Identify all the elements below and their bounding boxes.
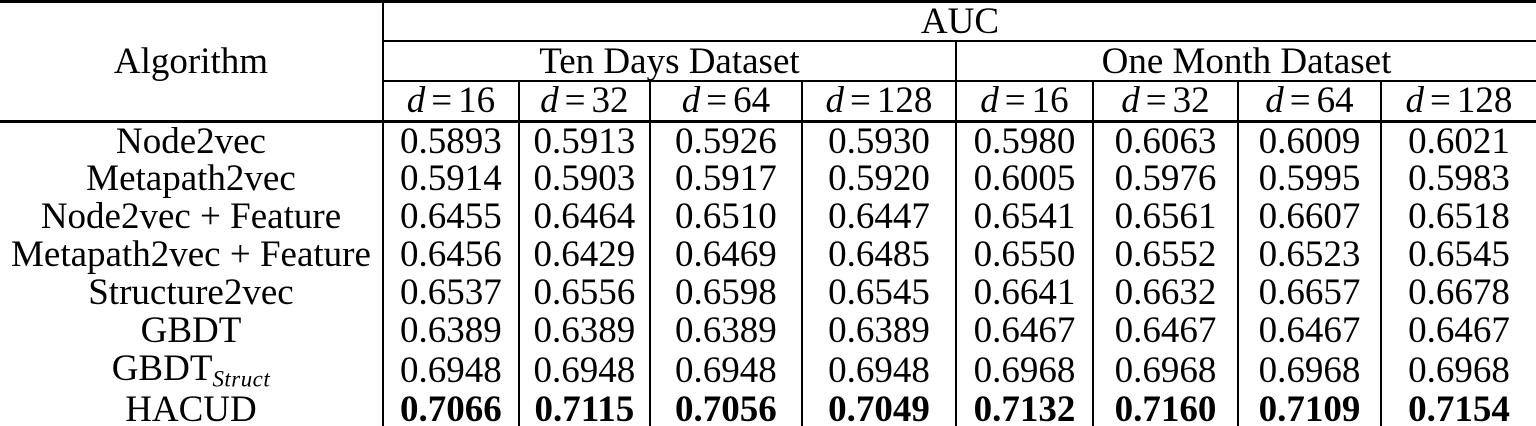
value-cell: 0.5980 — [954, 121, 1093, 160]
value-cell: 0.5926 — [648, 121, 802, 160]
value-cell: 0.6389 — [648, 311, 802, 350]
header-row-dimensions: d = 16 d = 32 d = 64 d = 128 d = 16 d = 32 d = 64 d = 12… — [0, 81, 1536, 123]
table-row-hacud: HACUD 0.7066 0.7115 0.7056 0.7049 0.7132… — [0, 388, 1536, 426]
value-cell: 0.5914 — [381, 159, 519, 198]
value-cell: 0.6968 — [1091, 349, 1238, 391]
algorithm-column-header: Algorithm — [0, 1, 383, 123]
value-cell: 0.6467 — [1236, 311, 1381, 350]
algorithm-cell: HACUD — [125, 388, 257, 426]
value-cell: 0.7056 — [648, 390, 802, 426]
value-cell: 0.6632 — [1091, 273, 1238, 312]
algorithm-cell: GBDT — [140, 310, 242, 351]
value-cell: 0.6948 — [800, 349, 956, 391]
value-cell: 0.7154 — [1379, 390, 1536, 426]
value-cell: 0.7049 — [800, 390, 956, 426]
dim-header-d128: d = 128 — [1379, 81, 1536, 123]
value-cell: 0.6485 — [800, 235, 956, 274]
dim-header-d128: d = 128 — [800, 81, 956, 123]
value-cell: 0.6523 — [1236, 235, 1381, 274]
value-cell: 0.6467 — [1379, 311, 1536, 350]
value-cell: 0.5995 — [1236, 159, 1381, 198]
value-cell: 0.6598 — [648, 273, 802, 312]
algorithm-cell: Metapath2vec — [86, 158, 296, 199]
header-row-datasets: Ten Days Dataset One Month Dataset — [0, 41, 1536, 82]
dataset-header-ten-days: Ten Days Dataset — [381, 41, 956, 82]
value-cell: 0.6455 — [381, 197, 519, 236]
table-row-node2vec: Node2vec 0.5893 0.5913 0.5926 0.5930 0.5… — [0, 121, 1536, 160]
auc-header: AUC — [381, 1, 1536, 42]
dim-header-d32: d = 32 — [517, 81, 650, 123]
algorithm-cell: GBDTStruct — [111, 347, 271, 391]
value-cell: 0.6968 — [1236, 349, 1381, 391]
value-cell: 0.6541 — [954, 197, 1093, 236]
value-cell: 0.6510 — [648, 197, 802, 236]
value-cell: 0.7066 — [381, 390, 519, 426]
value-cell: 0.6518 — [1379, 197, 1536, 236]
value-cell: 0.6005 — [954, 159, 1093, 198]
value-cell: 0.7115 — [517, 390, 650, 426]
value-cell: 0.6550 — [954, 235, 1093, 274]
dim-header-d32: d = 32 — [1091, 81, 1238, 123]
value-cell: 0.6063 — [1091, 121, 1238, 160]
value-cell: 0.6389 — [381, 311, 519, 350]
value-cell: 0.6968 — [954, 349, 1093, 391]
value-cell: 0.5976 — [1091, 159, 1238, 198]
struct-subscript: Struct — [212, 365, 271, 391]
value-cell: 0.6968 — [1379, 349, 1536, 391]
value-cell: 0.6389 — [517, 311, 650, 350]
value-cell: 0.7109 — [1236, 390, 1381, 426]
value-cell: 0.5983 — [1379, 159, 1536, 198]
value-cell: 0.6641 — [954, 273, 1093, 312]
algorithm-cell: Structure2vec — [88, 272, 294, 313]
dim-header-d16: d = 16 — [381, 81, 519, 123]
value-cell: 0.5930 — [800, 121, 956, 160]
value-cell: 0.6464 — [517, 197, 650, 236]
value-cell: 0.6467 — [1091, 311, 1238, 350]
value-cell: 0.6948 — [648, 349, 802, 391]
dim-header-d64: d = 64 — [1236, 81, 1381, 123]
value-cell: 0.6456 — [381, 235, 519, 274]
value-cell: 0.7160 — [1091, 390, 1238, 426]
value-cell: 0.5913 — [517, 121, 650, 160]
dataset-header-one-month: One Month Dataset — [954, 41, 1536, 82]
value-cell: 0.6537 — [381, 273, 519, 312]
table-row-metapath2vec-feature: Metapath2vec + Feature 0.6456 0.6429 0.6… — [0, 234, 1536, 275]
value-cell: 0.5893 — [381, 121, 519, 160]
table-row-metapath2vec: Metapath2vec 0.5914 0.5903 0.5917 0.5920… — [0, 158, 1536, 199]
algorithm-cell: Node2vec — [115, 120, 266, 162]
table-row-gbdt-struct: GBDTStruct 0.6948 0.6948 0.6948 0.6948 0… — [0, 347, 1536, 391]
value-cell: 0.5920 — [800, 159, 956, 198]
value-cell: 0.6552 — [1091, 235, 1238, 274]
value-cell: 0.6469 — [648, 235, 802, 274]
table-row-structure2vec: Structure2vec 0.6537 0.6556 0.6598 0.654… — [0, 272, 1536, 313]
value-cell: 0.5903 — [517, 159, 650, 198]
algorithm-cell: Metapath2vec + Feature — [11, 234, 371, 275]
value-cell: 0.6657 — [1236, 273, 1381, 312]
value-cell: 0.6545 — [800, 273, 956, 312]
value-cell: 0.6429 — [517, 235, 650, 274]
value-cell: 0.6447 — [800, 197, 956, 236]
value-cell: 0.7132 — [954, 390, 1093, 426]
value-cell: 0.6678 — [1379, 273, 1536, 312]
table-row-gbdt: GBDT 0.6389 0.6389 0.6389 0.6389 0.6467 … — [0, 310, 1536, 351]
value-cell: 0.6467 — [954, 311, 1093, 350]
table-row-node2vec-feature: Node2vec + Feature 0.6455 0.6464 0.6510 … — [0, 196, 1536, 237]
algorithm-cell: Node2vec + Feature — [40, 196, 342, 237]
value-cell: 0.6545 — [1379, 235, 1536, 274]
value-cell: 0.6607 — [1236, 197, 1381, 236]
value-cell: 0.6021 — [1379, 121, 1536, 160]
header-row-auc: Algorithm AUC — [0, 1, 1536, 123]
value-cell: 0.6389 — [800, 311, 956, 350]
value-cell: 0.6948 — [517, 349, 650, 391]
dim-header-d16: d = 16 — [954, 81, 1093, 123]
value-cell: 0.5917 — [648, 159, 802, 198]
value-cell: 0.6009 — [1236, 121, 1381, 160]
value-cell: 0.6556 — [517, 273, 650, 312]
value-cell: 0.6948 — [381, 349, 519, 391]
dim-header-d64: d = 64 — [648, 81, 802, 123]
value-cell: 0.6561 — [1091, 197, 1238, 236]
